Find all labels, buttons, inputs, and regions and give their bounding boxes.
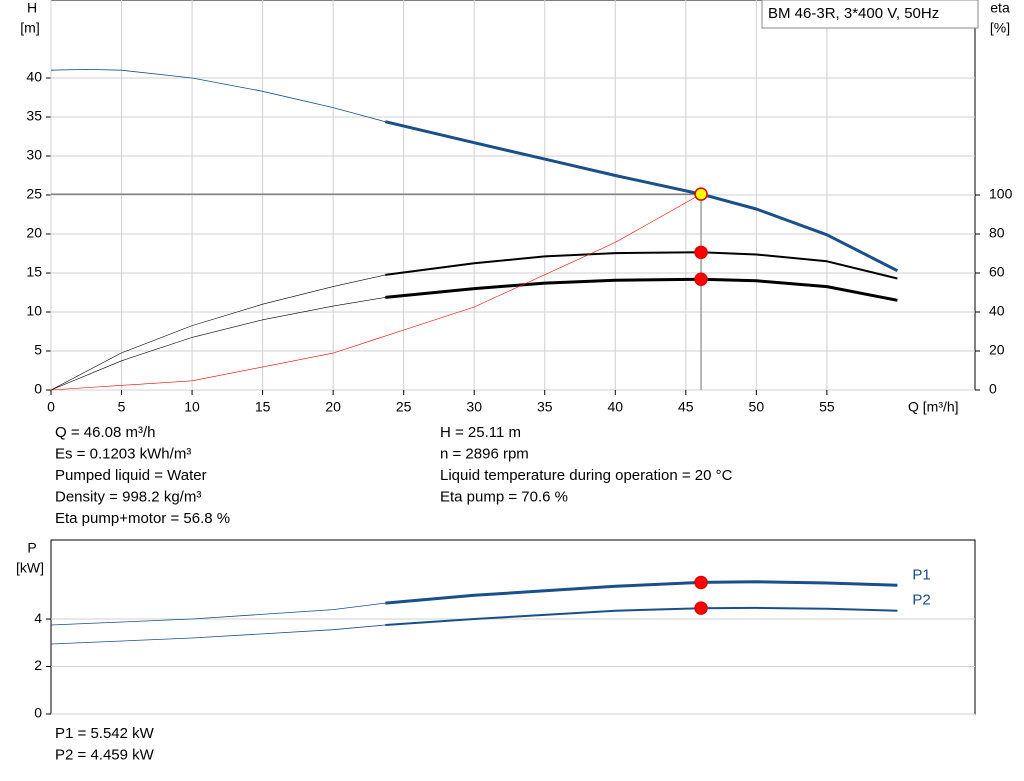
y-axis-unit: [kW] bbox=[16, 560, 44, 576]
x-tick-label: 5 bbox=[118, 399, 126, 415]
info-text: Q = 46.08 m³/h bbox=[55, 424, 155, 441]
curve bbox=[385, 580, 898, 605]
x-tick-label: 40 bbox=[607, 399, 623, 415]
x-tick-label: 45 bbox=[678, 399, 694, 415]
info-text: Es = 0.1203 kWh/m³ bbox=[55, 445, 191, 462]
info-text: Liquid temperature during operation = 20… bbox=[440, 467, 733, 484]
y-tick-label: 0 bbox=[34, 381, 42, 397]
y-axis-label: P bbox=[27, 540, 36, 556]
curve bbox=[385, 251, 898, 280]
y-axis-unit: [m] bbox=[20, 20, 39, 36]
curve bbox=[50, 193, 702, 391]
y-tick-label: 4 bbox=[34, 610, 42, 626]
curve bbox=[50, 624, 386, 645]
info-text: n = 2896 rpm bbox=[440, 445, 529, 462]
x-tick-label: 15 bbox=[255, 399, 271, 415]
y2-tick-label: 80 bbox=[989, 225, 1005, 241]
curve bbox=[50, 274, 386, 391]
y2-tick-label: 40 bbox=[989, 303, 1005, 319]
curve bbox=[50, 297, 386, 391]
x-tick-label: 35 bbox=[537, 399, 553, 415]
y-tick-label: 15 bbox=[26, 264, 42, 280]
y-tick-label: 5 bbox=[34, 342, 42, 358]
duty-point bbox=[694, 187, 708, 201]
legend-label: P2 bbox=[912, 592, 930, 609]
x-tick-label: 50 bbox=[749, 399, 765, 415]
info-text: P2 = 4.459 kW bbox=[55, 746, 155, 763]
y-tick-label: 30 bbox=[26, 147, 42, 163]
curve bbox=[384, 120, 899, 273]
y-tick-label: 40 bbox=[26, 69, 42, 85]
curve bbox=[385, 606, 898, 626]
x-tick-label: 25 bbox=[396, 399, 412, 415]
y2-tick-label: 20 bbox=[989, 342, 1005, 358]
x-tick-label: 30 bbox=[466, 399, 482, 415]
y-tick-label: 2 bbox=[34, 657, 42, 673]
info-text: Density = 998.2 kg/m³ bbox=[55, 488, 201, 505]
y-tick-label: 35 bbox=[26, 108, 42, 124]
info-text: Eta pump = 70.6 % bbox=[440, 488, 568, 505]
curve bbox=[50, 69, 386, 123]
duty-point bbox=[694, 245, 708, 260]
y2-tick-label: 100 bbox=[989, 186, 1013, 202]
x-tick-label: 10 bbox=[184, 399, 200, 415]
x-tick-label: 55 bbox=[819, 399, 835, 415]
y2-tick-label: 60 bbox=[989, 264, 1005, 280]
y2-axis-label: eta bbox=[990, 0, 1010, 16]
info-text: H = 25.11 m bbox=[440, 424, 521, 441]
x-tick-label: 20 bbox=[325, 399, 341, 415]
x-tick-label: 0 bbox=[47, 399, 55, 415]
x-axis-label: Q [m³/h] bbox=[908, 399, 959, 415]
y-tick-label: 25 bbox=[26, 186, 42, 202]
duty-point bbox=[694, 575, 708, 590]
info-text: P1 = 5.542 kW bbox=[55, 725, 155, 742]
duty-point bbox=[694, 272, 708, 286]
curve bbox=[385, 277, 898, 302]
duty-point bbox=[694, 601, 708, 615]
title-box bbox=[761, 0, 979, 29]
chart-title: BM 46-3R, 3*400 V, 50Hz bbox=[768, 5, 939, 22]
y-tick-label: 0 bbox=[34, 705, 42, 721]
curve bbox=[50, 602, 386, 626]
plot-frame bbox=[50, 539, 976, 715]
y2-axis-unit: [%] bbox=[990, 20, 1010, 36]
info-text: Pumped liquid = Water bbox=[55, 467, 207, 484]
y-axis-label: H bbox=[27, 0, 37, 16]
info-text: Eta pump+motor = 56.8 % bbox=[55, 510, 230, 527]
legend-label: P1 bbox=[912, 566, 930, 583]
y2-tick-label: 0 bbox=[989, 381, 997, 397]
y-tick-label: 10 bbox=[26, 303, 42, 319]
y-tick-label: 20 bbox=[26, 225, 42, 241]
